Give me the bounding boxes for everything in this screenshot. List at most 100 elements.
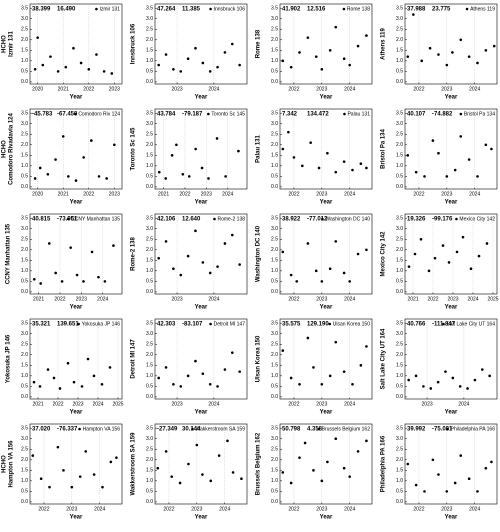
data-point <box>298 456 301 459</box>
y-axis-label-top: HCHO <box>2 35 8 53</box>
data-point <box>36 36 39 39</box>
data-point <box>320 280 324 283</box>
data-point <box>289 273 293 277</box>
data-point <box>157 376 160 380</box>
data-point <box>306 36 310 39</box>
data-point <box>459 38 463 42</box>
y-tick-label: 3.5 <box>396 216 403 222</box>
data-point <box>281 147 285 151</box>
data-point <box>178 481 182 485</box>
data-point <box>223 368 227 371</box>
y-tick-label: 2.0 <box>396 247 403 253</box>
data-point <box>181 172 185 176</box>
data-point <box>317 166 321 170</box>
data-point <box>67 175 70 178</box>
data-point <box>61 135 65 138</box>
data-point <box>437 473 440 476</box>
y-tick-label: 3.0 <box>271 121 278 127</box>
y-tick-label: 3.5 <box>21 111 28 117</box>
data-point <box>38 166 42 170</box>
data-point <box>289 376 293 380</box>
y-tick-label: 1.5 <box>21 48 28 54</box>
x-tick-label: 2023 <box>201 191 212 197</box>
y-tick-label: 2.0 <box>396 352 403 358</box>
y-tick-label: 1.5 <box>146 258 153 264</box>
data-point <box>428 46 432 50</box>
legend-label: Palau 131 <box>347 111 370 117</box>
data-point <box>66 361 70 365</box>
x-tick-label: 2023 <box>172 296 183 302</box>
y-tick-label: 0.5 <box>396 174 403 180</box>
longitude: 4.358 <box>307 427 323 433</box>
y-axis-label: Toronto Sc 145 <box>131 127 137 171</box>
data-point <box>414 483 418 487</box>
x-tick-label: 2022 <box>288 86 299 92</box>
longitude: 139.651 <box>57 322 79 328</box>
data-point <box>39 282 42 285</box>
y-tick-label: 3.0 <box>146 331 153 337</box>
y-axis-label: Innsbruck 106 <box>131 23 137 64</box>
x-tick-label: 2024 <box>208 401 219 407</box>
y-tick-label: 0.0 <box>21 394 28 400</box>
y-tick-label: 2.0 <box>146 352 153 358</box>
data-point <box>32 277 36 281</box>
data-point <box>186 57 190 61</box>
y-tick-label: 2.5 <box>396 132 403 138</box>
data-point <box>281 250 285 254</box>
data-point <box>164 450 168 453</box>
data-point <box>476 490 479 493</box>
y-tick-label: 1.5 <box>396 48 403 54</box>
x-tick-label: 2021 <box>407 296 418 302</box>
data-point <box>56 445 60 449</box>
x-tick-label: 2023 <box>422 401 433 407</box>
y-tick-label: 3.0 <box>271 331 278 337</box>
legend-marker <box>321 217 324 221</box>
x-axis-label: Year <box>445 305 458 311</box>
y-tick-label: 3.5 <box>271 111 278 117</box>
data-point <box>476 61 479 65</box>
data-point <box>458 385 462 388</box>
longitude: -79.187 <box>182 112 203 118</box>
data-point <box>459 135 463 138</box>
legend-label: Ulsan Korea 150 <box>333 321 370 327</box>
data-point <box>444 370 447 373</box>
y-tick-label: 2.0 <box>146 457 153 463</box>
data-point <box>419 237 423 241</box>
data-point <box>156 466 160 470</box>
latitude: 35.321 <box>32 322 51 328</box>
y-axis-label: Brussels Belgium 162 <box>256 432 262 495</box>
y-tick-label: 2.5 <box>271 27 278 33</box>
x-tick-label: 2023 <box>316 296 327 302</box>
x-tick-label: 2024 <box>458 401 469 407</box>
data-point <box>289 481 293 485</box>
y-tick-label: 1.5 <box>146 153 153 159</box>
y-tick-label: 3.0 <box>396 121 403 127</box>
y-tick-label: 3.5 <box>271 321 278 327</box>
data-point <box>172 67 175 71</box>
y-tick-label: 2.5 <box>146 447 153 453</box>
y-axis-label-top: HCHO <box>2 140 8 158</box>
data-point <box>480 368 484 371</box>
data-point <box>38 385 42 388</box>
y-tick-label: 3.0 <box>271 16 278 22</box>
legend-marker <box>342 7 346 11</box>
x-tick-label: 2022 <box>163 506 174 512</box>
legend-label: Athens 119 <box>470 6 495 12</box>
legend-marker <box>442 322 445 326</box>
data-point <box>48 485 51 489</box>
longitude: -76.337 <box>57 427 78 433</box>
data-point <box>365 439 368 443</box>
data-point <box>62 469 65 472</box>
plot-frame <box>279 318 373 400</box>
legend-label: Rome 138 <box>347 6 370 12</box>
x-tick-label: 2023 <box>441 191 452 197</box>
y-tick-label: 1.0 <box>271 163 278 169</box>
data-point <box>172 267 175 271</box>
longitude: -77.012 <box>307 217 328 223</box>
data-point <box>82 156 85 159</box>
legend-marker <box>66 217 70 221</box>
data-point <box>95 53 98 56</box>
y-tick-label: 3.0 <box>146 436 153 442</box>
data-point <box>208 70 212 73</box>
y-tick-label: 2.5 <box>21 132 28 138</box>
